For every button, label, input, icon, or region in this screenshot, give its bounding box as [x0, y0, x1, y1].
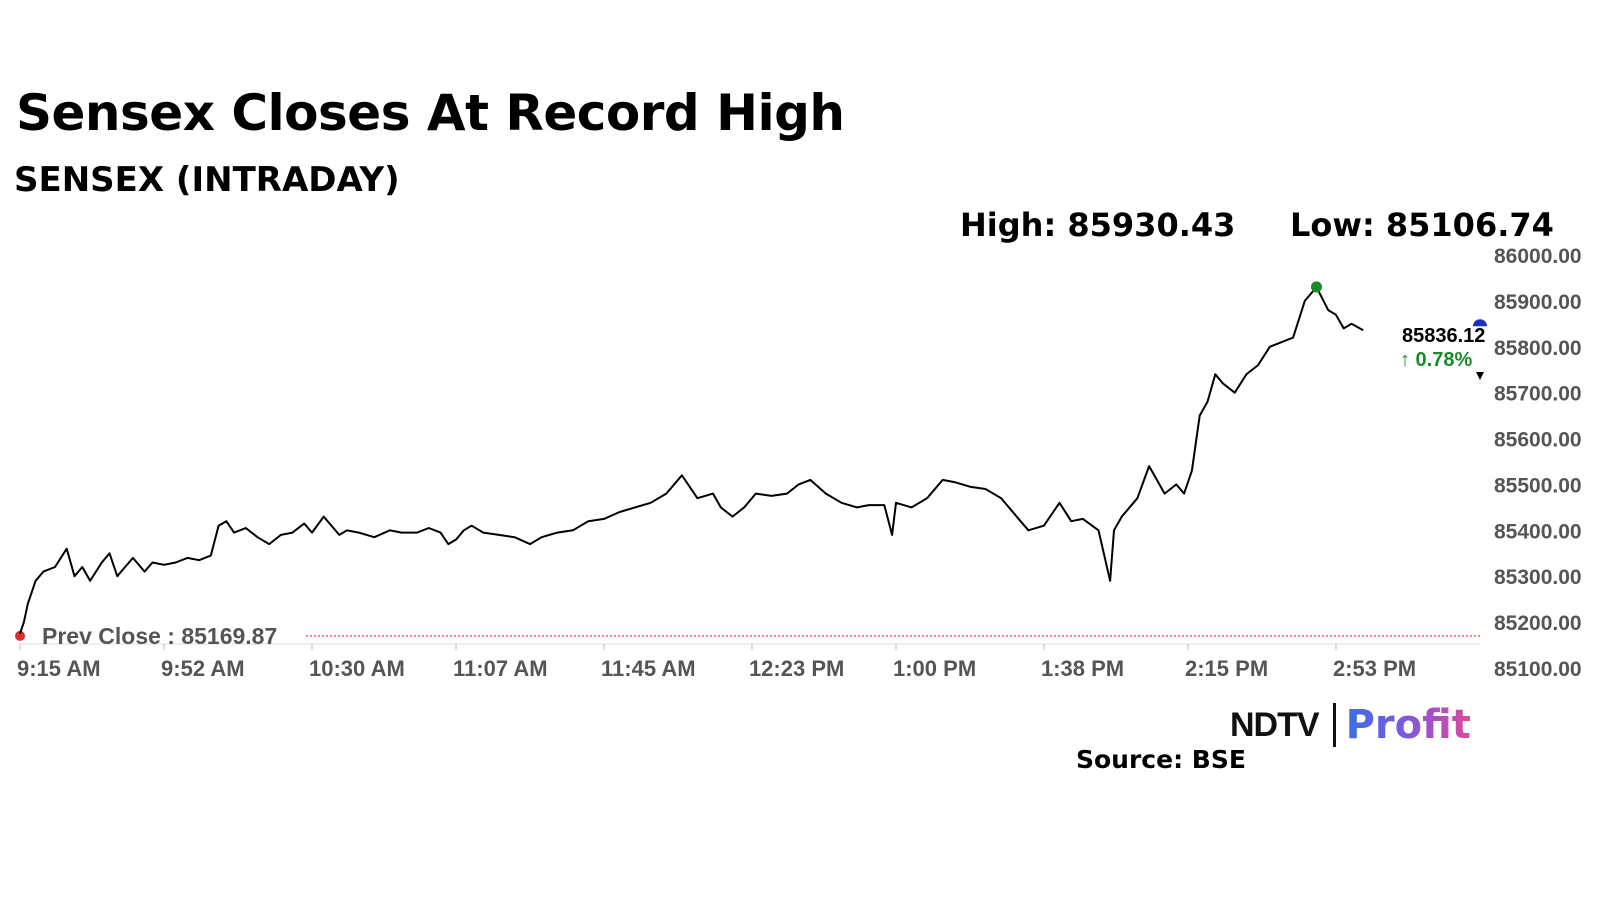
y-tick-label: 85400.00: [1494, 520, 1582, 543]
x-tick-label: 12:23 PM: [749, 656, 844, 681]
caret-down-icon: [1476, 372, 1484, 380]
x-tick-label: 9:15 AM: [17, 656, 101, 681]
last-price-marker: [1473, 319, 1487, 327]
x-tick-label: 2:53 PM: [1333, 656, 1416, 681]
y-axis: 86000.00 85900.00 85800.00 85700.00 85600.00…: [1494, 245, 1582, 681]
x-tick-label: 1:00 PM: [893, 656, 976, 681]
y-tick-label: 85600.00: [1494, 429, 1582, 452]
prev-close-marker: [15, 630, 25, 641]
y-tick-label: 86000.00: [1494, 245, 1582, 268]
x-tick-label: 1:38 PM: [1041, 656, 1124, 681]
x-tick-label: 11:07 AM: [453, 656, 548, 681]
day-low-stat: Low: 85106.74: [1290, 206, 1554, 244]
high-marker: [1310, 281, 1322, 293]
logo-divider: [1332, 703, 1336, 747]
y-tick-label: 85300.00: [1494, 566, 1582, 589]
x-tick-label: 9:52 AM: [161, 656, 245, 681]
x-tick-label: 10:30 AM: [309, 656, 405, 681]
y-tick-label: 85500.00: [1494, 474, 1582, 497]
day-high-stat: High: 85930.43: [960, 206, 1236, 244]
prev-close-label: Prev Close : 85169.87: [42, 623, 277, 649]
source-note: Source: BSE: [1076, 745, 1246, 774]
price-line: [19, 286, 1364, 634]
y-tick-label: 85700.00: [1494, 383, 1582, 406]
x-tick-label: 2:15 PM: [1185, 656, 1268, 681]
y-tick-label: 85800.00: [1494, 337, 1582, 360]
chart-subtitle: SENSEX (INTRADAY): [14, 160, 400, 200]
logo-profit-text: Profit: [1345, 702, 1471, 748]
y-tick-label: 85900.00: [1494, 291, 1582, 314]
y-tick-label: 85100.00: [1494, 658, 1582, 681]
chart-title: Sensex Closes At Record High: [16, 84, 845, 142]
y-tick-label: 85200.00: [1494, 612, 1582, 635]
last-price-change: ↑ 0.78%: [1400, 349, 1472, 371]
x-axis: 9:15 AM 9:52 AM 10:30 AM 11:07 AM 11:45 AM 12…: [17, 643, 1480, 681]
x-tick-label: 11:45 AM: [601, 656, 696, 681]
logo-ndtv-text: NDTV: [1230, 705, 1320, 744]
ndtv-profit-logo: NDTV Profit: [1230, 700, 1471, 750]
last-price-value: 85836.12: [1402, 325, 1485, 347]
